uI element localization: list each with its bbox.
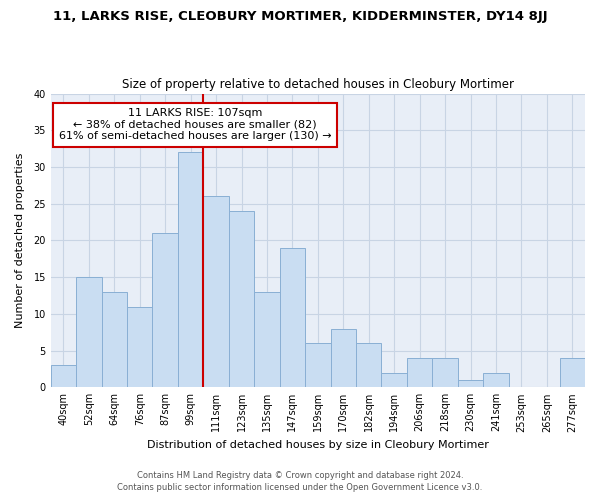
Bar	[433, 358, 458, 388]
Bar	[203, 196, 229, 388]
Bar	[229, 211, 254, 388]
Bar	[458, 380, 483, 388]
Bar	[407, 358, 433, 388]
Bar	[254, 292, 280, 388]
Bar	[483, 372, 509, 388]
Bar	[560, 358, 585, 388]
X-axis label: Distribution of detached houses by size in Cleobury Mortimer: Distribution of detached houses by size …	[147, 440, 489, 450]
Text: 11 LARKS RISE: 107sqm
← 38% of detached houses are smaller (82)
61% of semi-deta: 11 LARKS RISE: 107sqm ← 38% of detached …	[59, 108, 331, 142]
Y-axis label: Number of detached properties: Number of detached properties	[15, 152, 25, 328]
Bar	[152, 233, 178, 388]
Bar	[178, 152, 203, 388]
Bar	[280, 248, 305, 388]
Text: Contains HM Land Registry data © Crown copyright and database right 2024.
Contai: Contains HM Land Registry data © Crown c…	[118, 471, 482, 492]
Bar	[76, 277, 101, 388]
Bar	[50, 366, 76, 388]
Bar	[305, 343, 331, 388]
Bar	[331, 328, 356, 388]
Bar	[101, 292, 127, 388]
Bar	[382, 372, 407, 388]
Bar	[127, 306, 152, 388]
Text: 11, LARKS RISE, CLEOBURY MORTIMER, KIDDERMINSTER, DY14 8JJ: 11, LARKS RISE, CLEOBURY MORTIMER, KIDDE…	[53, 10, 547, 23]
Bar	[356, 343, 382, 388]
Title: Size of property relative to detached houses in Cleobury Mortimer: Size of property relative to detached ho…	[122, 78, 514, 91]
